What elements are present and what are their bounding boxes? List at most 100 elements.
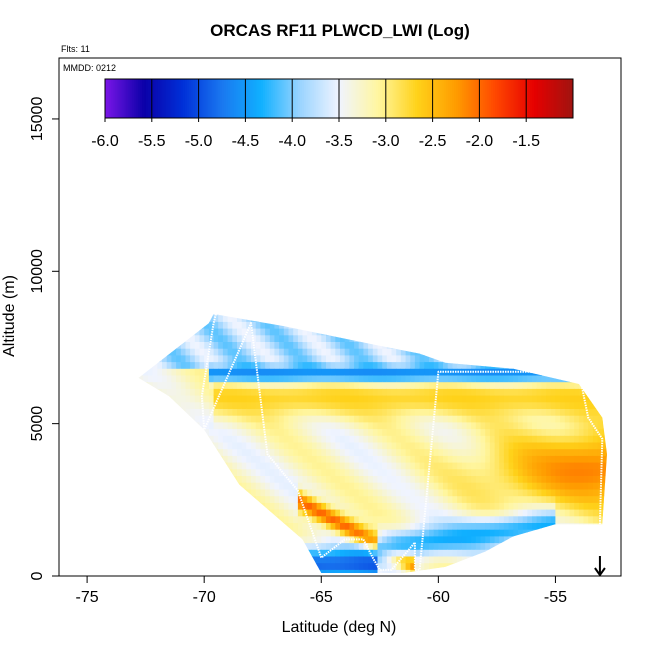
heatmap-cell: [522, 455, 528, 463]
heatmap-cell: [326, 361, 332, 369]
heatmap-cell: [190, 428, 196, 436]
heatmap-cell: [227, 455, 233, 463]
heatmap-cell: [433, 462, 439, 470]
heatmap-cell: [410, 314, 416, 316]
heatmap-cell: [475, 314, 482, 322]
heatmap-cell: [204, 522, 210, 530]
heatmap-cell: [269, 374, 276, 383]
heatmap-cell: [321, 374, 327, 383]
heatmap-cell: [489, 475, 496, 483]
heatmap-cell: [246, 374, 252, 383]
heatmap-cell: [316, 455, 322, 463]
heatmap-cell: [405, 381, 411, 389]
heatmap-cell: [541, 555, 547, 564]
heatmap-cell: [162, 482, 168, 490]
heatmap-cell: [297, 509, 304, 517]
colorbar-swatch: [261, 79, 264, 118]
heatmap-cell: [457, 488, 463, 497]
heatmap-cell: [405, 462, 411, 470]
heatmap-cell: [419, 549, 425, 557]
heatmap-cell: [396, 354, 402, 363]
heatmap-cell: [494, 555, 500, 564]
heatmap-cell: [499, 421, 505, 430]
heatmap-cell: [457, 395, 463, 403]
heatmap-cell: [311, 314, 318, 322]
heatmap-cell: [208, 562, 215, 570]
heatmap-cell: [340, 555, 346, 564]
heatmap-cell: [269, 462, 276, 470]
heatmap-cell: [602, 341, 607, 349]
heatmap-cell: [405, 401, 411, 409]
heatmap-cell: [358, 361, 364, 369]
heatmap-cell: [414, 421, 421, 430]
heatmap-cell: [204, 549, 210, 557]
heatmap-cell: [297, 374, 304, 383]
heatmap-cell: [185, 368, 191, 376]
heatmap-cell: [410, 468, 416, 476]
heatmap-cell: [194, 435, 201, 443]
heatmap-cell: [452, 455, 458, 463]
heatmap-cell: [260, 482, 266, 490]
heatmap-cell: [321, 455, 327, 463]
heatmap-cell: [527, 314, 533, 322]
heatmap-cell: [293, 455, 299, 463]
heatmap-cell: [457, 314, 463, 316]
heatmap-cell: [578, 348, 585, 356]
heatmap-cell: [269, 495, 276, 503]
heatmap-cell: [391, 542, 397, 550]
heatmap-cell: [382, 549, 388, 557]
colorbar-swatch: [183, 79, 186, 118]
heatmap-cell: [307, 488, 313, 497]
heatmap-cell: [222, 354, 229, 363]
heatmap-cell: [283, 341, 290, 349]
heatmap-cell: [414, 455, 421, 463]
heatmap-cell: [489, 495, 496, 503]
heatmap-cell: [185, 388, 191, 396]
heatmap-cell: [471, 448, 477, 456]
heatmap-cell: [232, 328, 238, 336]
heatmap-cells: [138, 314, 607, 573]
heatmap-cell: [532, 502, 538, 510]
heatmap-cell: [419, 428, 425, 436]
heatmap-cell: [166, 314, 172, 316]
heatmap-cell: [302, 495, 308, 503]
heatmap-cell: [363, 455, 369, 463]
heatmap-cell: [251, 542, 257, 550]
heatmap-cell: [222, 381, 229, 389]
heatmap-cell: [541, 515, 547, 523]
heatmap-cell: [569, 334, 575, 342]
heatmap-cell: [508, 462, 514, 470]
heatmap-cell: [227, 482, 233, 490]
heatmap-cell: [480, 388, 486, 396]
heatmap-cell: [527, 348, 533, 356]
heatmap-cell: [382, 468, 388, 476]
heatmap-cell: [532, 462, 538, 470]
heatmap-cell: [386, 428, 393, 436]
heatmap-cell: [180, 529, 187, 537]
heatmap-cell: [588, 435, 594, 443]
heatmap-cell: [602, 435, 607, 443]
heatmap-cell: [578, 475, 585, 483]
heatmap-cell: [246, 321, 252, 329]
heatmap-cell: [260, 549, 266, 557]
colorbar-swatch: [315, 79, 319, 118]
heatmap-cell: [162, 549, 168, 557]
heatmap-cell: [297, 462, 304, 470]
heatmap-cell: [162, 448, 168, 456]
heatmap-cell: [222, 428, 229, 436]
heatmap-cell: [602, 502, 607, 510]
heatmap-cell: [503, 321, 510, 329]
heatmap-cell: [485, 468, 491, 476]
heatmap-cell: [237, 509, 243, 517]
heatmap-cell: [592, 408, 599, 416]
heatmap-cell: [176, 448, 182, 456]
heatmap-cell: [480, 334, 486, 342]
heatmap-cell: [396, 482, 402, 490]
heatmap-cell: [279, 455, 285, 463]
heatmap-cell: [194, 374, 201, 383]
heatmap-cell: [546, 388, 552, 396]
heatmap-cell: [255, 522, 261, 530]
heatmap-cell: [386, 435, 393, 443]
heatmap-cell: [536, 334, 542, 342]
colorbar-swatch: [438, 79, 441, 118]
